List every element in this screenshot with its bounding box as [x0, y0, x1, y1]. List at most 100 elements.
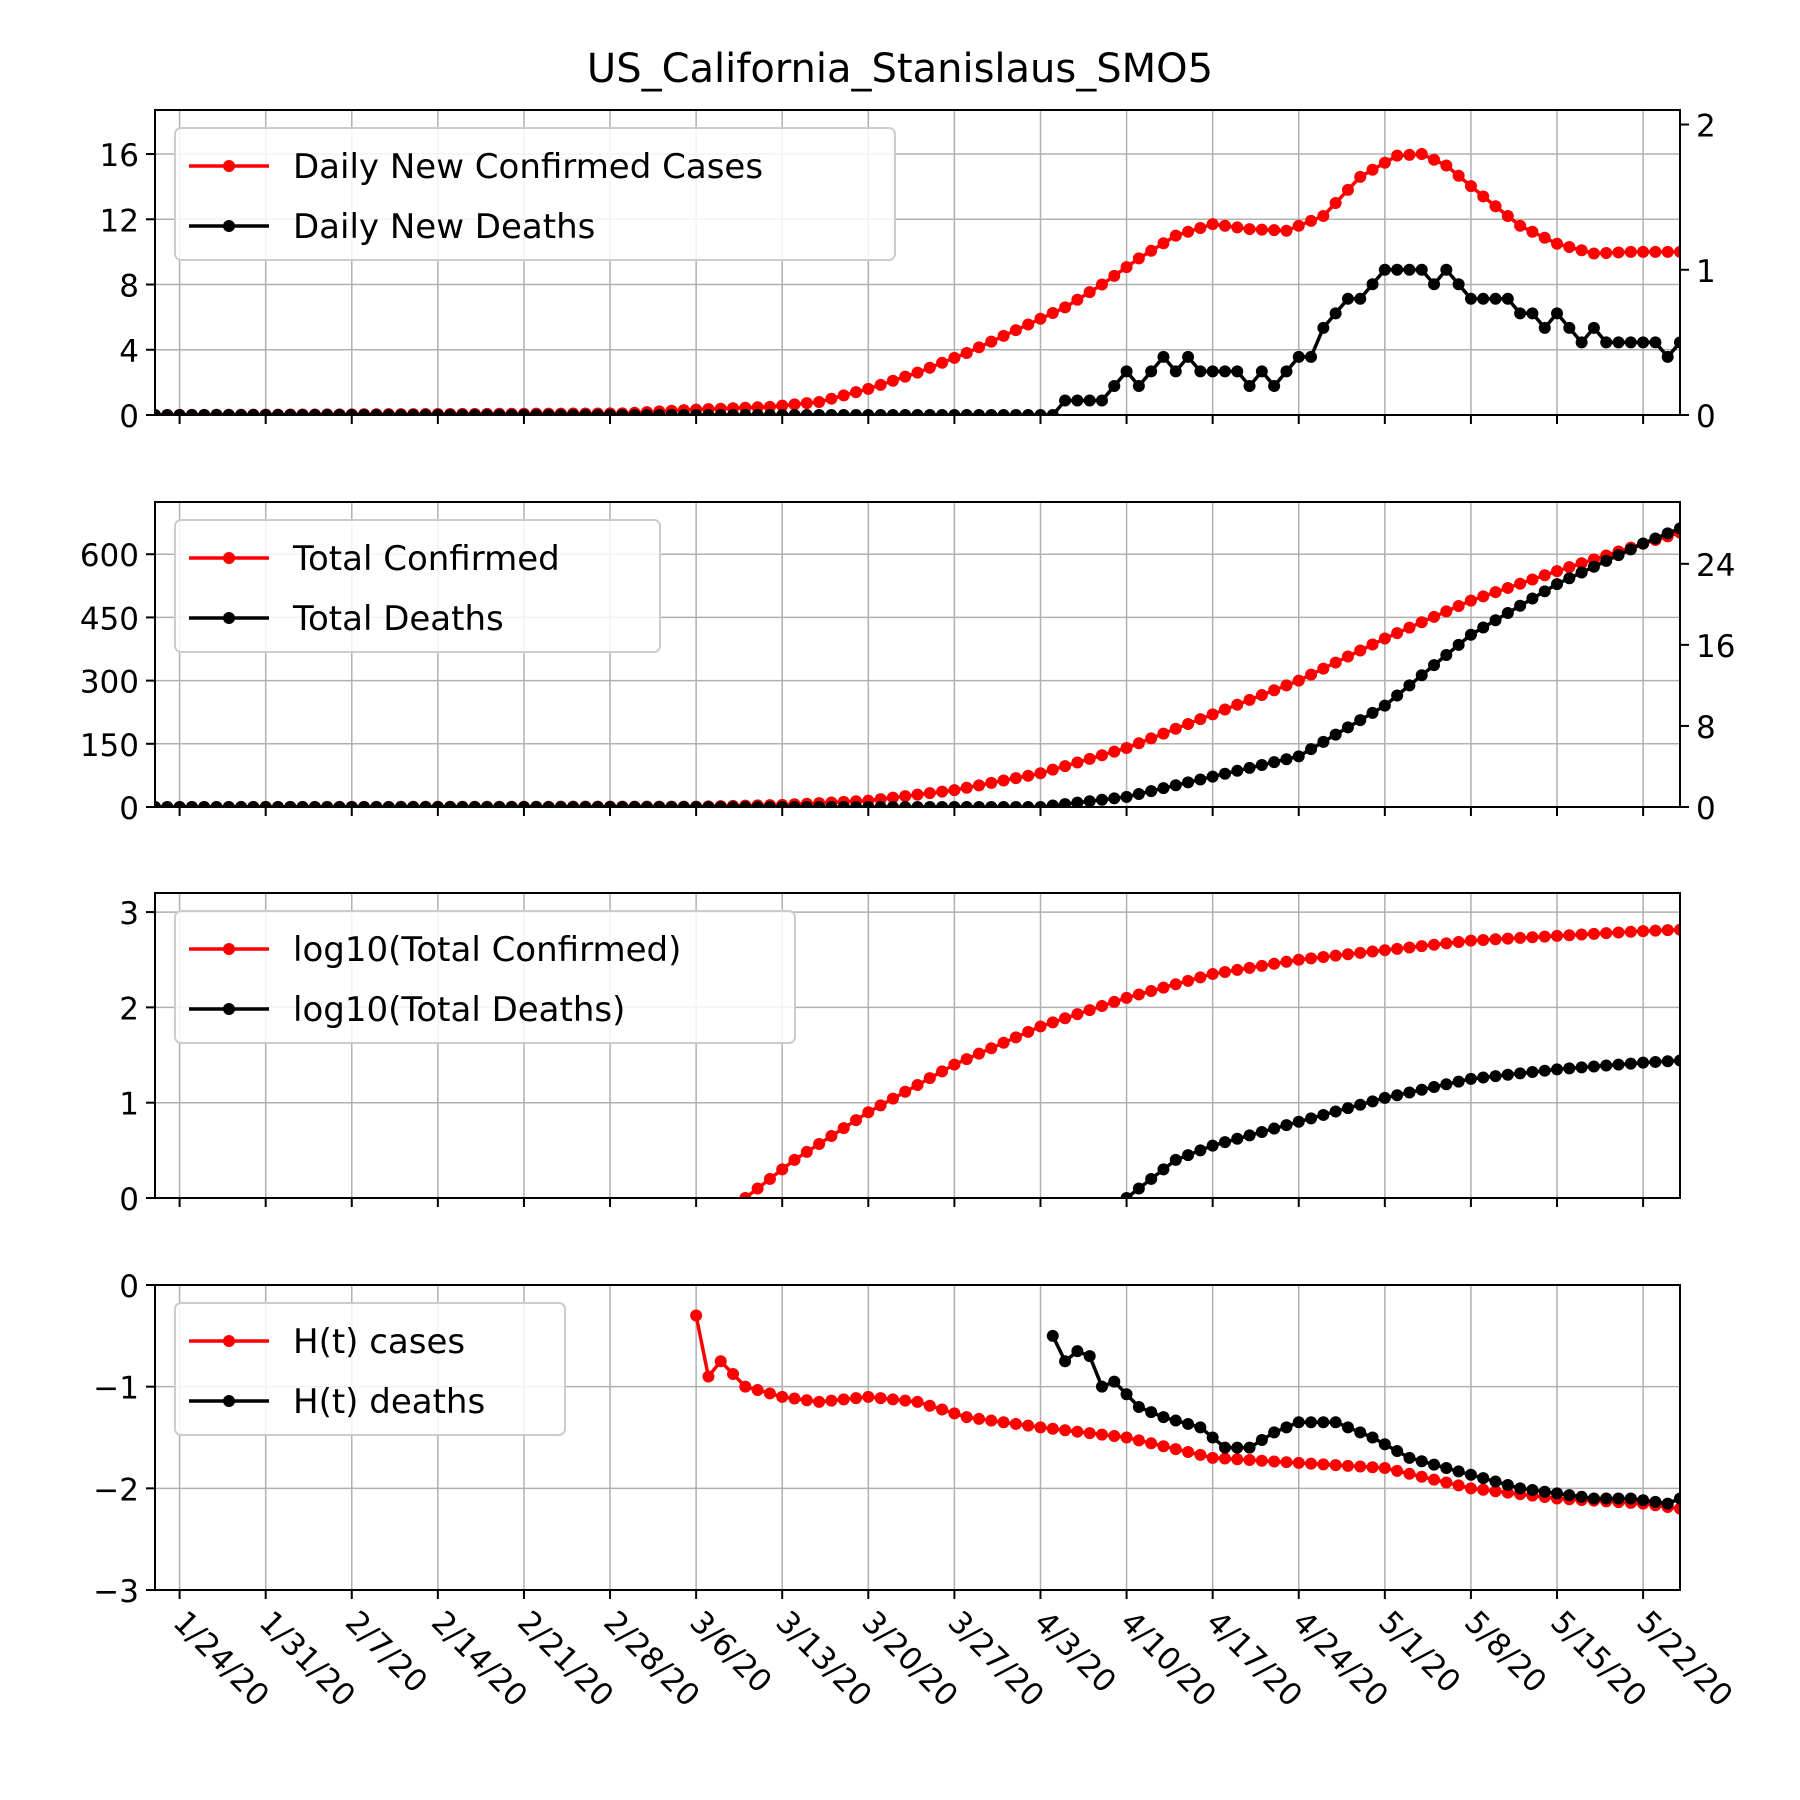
data-point — [1428, 610, 1441, 623]
data-point — [1489, 1485, 1502, 1498]
data-point — [579, 409, 592, 415]
data-point — [1489, 1070, 1502, 1083]
data-point — [1108, 745, 1121, 758]
y-tick-label-left: 12 — [100, 203, 139, 239]
data-point — [1587, 1060, 1600, 1073]
data-point — [259, 409, 272, 415]
data-point — [1538, 930, 1551, 943]
data-point — [1206, 218, 1219, 231]
data-point — [911, 409, 924, 415]
data-point — [739, 409, 752, 415]
data-point — [985, 801, 998, 807]
data-point — [1169, 978, 1182, 991]
data-point — [1624, 925, 1637, 938]
data-point — [751, 801, 764, 807]
data-point — [1501, 607, 1514, 620]
data-point — [813, 409, 826, 415]
data-point — [185, 409, 198, 415]
data-point — [923, 1072, 936, 1085]
series-2 — [1120, 1054, 1680, 1198]
data-point — [1477, 590, 1490, 603]
data-point — [1046, 1016, 1059, 1029]
data-point — [837, 389, 850, 402]
data-point — [690, 409, 703, 415]
data-point — [1624, 543, 1637, 556]
data-point — [1255, 1454, 1268, 1467]
data-point — [1415, 1083, 1428, 1096]
legend-box — [174, 1302, 566, 1436]
data-point — [1329, 1105, 1342, 1118]
data-point — [1157, 981, 1170, 994]
data-point — [1341, 1421, 1354, 1434]
data-point — [1464, 1072, 1477, 1085]
data-point — [1071, 796, 1084, 807]
data-point — [936, 356, 949, 369]
data-point — [1317, 1458, 1330, 1471]
data-point — [1403, 941, 1416, 954]
data-point — [1009, 324, 1022, 337]
legend-marker — [223, 1335, 235, 1347]
data-point — [1218, 219, 1231, 232]
data-point — [308, 801, 321, 807]
data-point — [1132, 787, 1145, 800]
data-point — [1194, 365, 1207, 378]
data-point — [997, 801, 1010, 807]
data-point — [997, 1036, 1010, 1049]
data-point — [1378, 699, 1391, 712]
data-point — [222, 409, 235, 415]
data-point — [1231, 1441, 1244, 1454]
data-point — [1674, 1492, 1680, 1505]
data-point — [1218, 965, 1231, 978]
data-point — [1440, 937, 1453, 950]
data-point — [1108, 995, 1121, 1008]
data-point — [763, 409, 776, 415]
data-point — [1059, 301, 1072, 314]
data-point — [1329, 728, 1342, 741]
data-point — [960, 781, 973, 794]
data-point — [382, 801, 395, 807]
data-point — [1145, 1437, 1158, 1450]
data-point — [1305, 668, 1318, 681]
data-point — [1305, 214, 1318, 227]
data-point — [923, 361, 936, 374]
data-point — [653, 801, 666, 807]
data-point — [1145, 244, 1158, 257]
data-point — [1378, 1438, 1391, 1451]
data-point — [1022, 801, 1035, 807]
data-point — [886, 801, 899, 807]
data-point — [948, 1058, 961, 1071]
data-point — [1120, 742, 1133, 755]
data-point — [1378, 944, 1391, 957]
series-2 — [155, 522, 1680, 807]
legend: log10(Total Confirmed) log10(Total Deaths… — [174, 910, 796, 1044]
data-point — [1292, 1456, 1305, 1469]
data-point — [1231, 698, 1244, 711]
data-point — [788, 1392, 801, 1405]
data-point — [1440, 1476, 1453, 1489]
data-point — [1120, 790, 1133, 803]
y-tick-label-right: 24 — [1696, 548, 1735, 584]
data-point — [788, 398, 801, 411]
data-point — [358, 409, 371, 415]
data-point — [1575, 566, 1588, 579]
data-point — [1034, 801, 1047, 807]
data-point — [850, 409, 863, 415]
data-point — [1169, 1443, 1182, 1456]
data-point — [1563, 321, 1576, 334]
data-point — [1231, 764, 1244, 777]
data-point — [1169, 722, 1182, 735]
data-point — [1649, 336, 1662, 349]
legend: H(t) cases H(t) deaths — [174, 1302, 566, 1436]
data-point — [985, 335, 998, 348]
data-point — [936, 1065, 949, 1078]
data-point — [1354, 644, 1367, 657]
data-point — [1108, 792, 1121, 805]
data-point — [616, 409, 629, 415]
data-point — [1501, 581, 1514, 594]
data-point — [948, 801, 961, 807]
data-point — [714, 801, 727, 807]
data-point — [1637, 925, 1650, 938]
data-point — [1477, 1071, 1490, 1084]
data-point — [960, 1053, 973, 1066]
data-point — [788, 801, 801, 807]
